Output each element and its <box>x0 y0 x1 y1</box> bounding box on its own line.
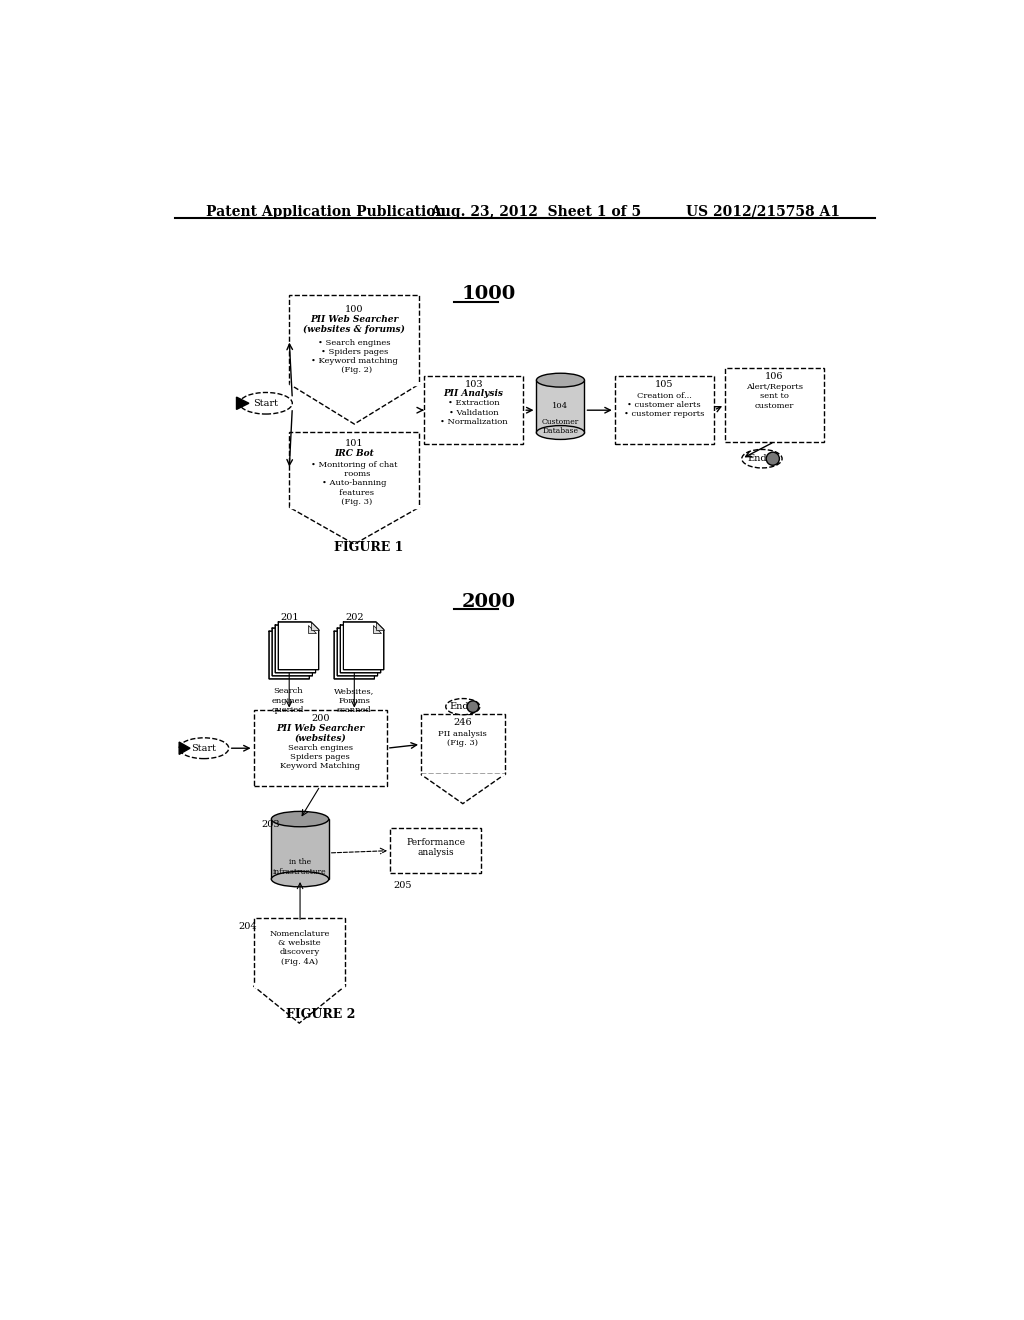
Polygon shape <box>269 631 309 678</box>
Ellipse shape <box>179 738 228 759</box>
Text: Aug. 23, 2012  Sheet 1 of 5: Aug. 23, 2012 Sheet 1 of 5 <box>430 205 641 219</box>
Ellipse shape <box>741 449 782 469</box>
Text: End: End <box>450 702 470 711</box>
Polygon shape <box>422 774 504 775</box>
Text: 202: 202 <box>345 612 364 622</box>
Polygon shape <box>421 775 505 804</box>
Polygon shape <box>289 507 420 544</box>
Text: 1000: 1000 <box>461 285 515 304</box>
Text: PII Web Searcher
(websites): PII Web Searcher (websites) <box>276 723 365 743</box>
Text: 2000: 2000 <box>461 594 515 611</box>
Text: 101: 101 <box>345 440 364 449</box>
FancyBboxPatch shape <box>289 432 420 507</box>
Text: 246: 246 <box>454 718 472 727</box>
Ellipse shape <box>766 453 779 465</box>
Polygon shape <box>279 622 318 669</box>
Text: PII analysis
(Fig. 3): PII analysis (Fig. 3) <box>438 730 487 747</box>
Polygon shape <box>305 628 312 636</box>
Text: • Extraction
• Validation
• Normalization: • Extraction • Validation • Normalizatio… <box>440 400 508 426</box>
Ellipse shape <box>445 698 480 714</box>
FancyBboxPatch shape <box>421 714 505 775</box>
Text: Creation of...
• customer alerts
• customer reports: Creation of... • customer alerts • custo… <box>624 392 705 418</box>
Text: 104: 104 <box>552 403 568 411</box>
FancyBboxPatch shape <box>254 919 345 986</box>
Text: Nomenclature
& website
discovery
(Fig. 4A): Nomenclature & website discovery (Fig. 4… <box>269 929 330 965</box>
Polygon shape <box>289 384 420 424</box>
Polygon shape <box>302 631 309 639</box>
Polygon shape <box>275 626 315 673</box>
Text: • Monitoring of chat
  rooms
• Auto-banning
  features
  (Fig. 3): • Monitoring of chat rooms • Auto-bannin… <box>311 461 397 506</box>
Text: 100: 100 <box>345 305 364 314</box>
Ellipse shape <box>537 425 585 440</box>
Polygon shape <box>290 383 419 385</box>
Text: Search engines
Spiders pages
Keyword Matching: Search engines Spiders pages Keyword Mat… <box>281 743 360 770</box>
Polygon shape <box>367 631 375 639</box>
Text: 105: 105 <box>655 380 674 389</box>
Polygon shape <box>340 626 381 673</box>
Text: Start: Start <box>254 399 279 408</box>
Text: Performance
analysis: Performance analysis <box>407 838 465 857</box>
Text: PII Web Searcher
(websites & forums): PII Web Searcher (websites & forums) <box>303 314 406 334</box>
FancyBboxPatch shape <box>289 296 420 384</box>
Polygon shape <box>311 622 318 630</box>
Polygon shape <box>373 626 381 632</box>
Polygon shape <box>343 622 384 669</box>
Text: in the
infrastructure: in the infrastructure <box>273 858 327 875</box>
Polygon shape <box>237 397 249 409</box>
Text: 205: 205 <box>394 880 413 890</box>
Polygon shape <box>376 622 384 630</box>
Text: PII Analysis: PII Analysis <box>443 388 504 397</box>
FancyBboxPatch shape <box>725 368 824 442</box>
Text: Search
engines
queried: Search engines queried <box>271 688 304 714</box>
Text: Customer
Database: Customer Database <box>542 418 580 436</box>
Text: • Search engines
• Spiders pages
• Keyword matching
  (Fig. 2): • Search engines • Spiders pages • Keywo… <box>311 339 397 374</box>
FancyBboxPatch shape <box>271 818 329 879</box>
Text: 204: 204 <box>238 923 257 931</box>
Polygon shape <box>290 507 419 508</box>
Text: Start: Start <box>191 743 216 752</box>
Ellipse shape <box>240 392 292 414</box>
Polygon shape <box>254 986 345 1023</box>
FancyBboxPatch shape <box>614 376 714 444</box>
Ellipse shape <box>467 701 478 713</box>
FancyBboxPatch shape <box>390 829 481 873</box>
Text: 201: 201 <box>280 612 299 622</box>
Ellipse shape <box>271 871 329 887</box>
Polygon shape <box>254 985 344 987</box>
Text: US 2012/215758 A1: US 2012/215758 A1 <box>686 205 840 219</box>
Text: 103: 103 <box>464 380 483 389</box>
FancyBboxPatch shape <box>537 380 585 433</box>
Text: FIGURE 1: FIGURE 1 <box>334 541 402 554</box>
Polygon shape <box>334 631 375 678</box>
Text: 203: 203 <box>261 820 280 829</box>
Polygon shape <box>272 628 312 676</box>
Polygon shape <box>337 628 378 676</box>
Text: Alert/Reports
sent to
customer: Alert/Reports sent to customer <box>745 383 803 409</box>
Text: Websites,
Forums
scanned: Websites, Forums scanned <box>334 688 375 714</box>
Polygon shape <box>370 628 378 636</box>
FancyBboxPatch shape <box>424 376 523 444</box>
Text: FIGURE 2: FIGURE 2 <box>286 1007 355 1020</box>
Text: 106: 106 <box>765 372 783 380</box>
Text: IRC Bot: IRC Bot <box>335 449 374 458</box>
FancyBboxPatch shape <box>254 710 387 785</box>
Text: 200: 200 <box>311 714 330 723</box>
Text: End: End <box>748 454 767 463</box>
Polygon shape <box>179 742 190 755</box>
Ellipse shape <box>537 374 585 387</box>
Ellipse shape <box>271 812 329 826</box>
Text: Patent Application Publication: Patent Application Publication <box>206 205 445 219</box>
Polygon shape <box>308 626 315 632</box>
